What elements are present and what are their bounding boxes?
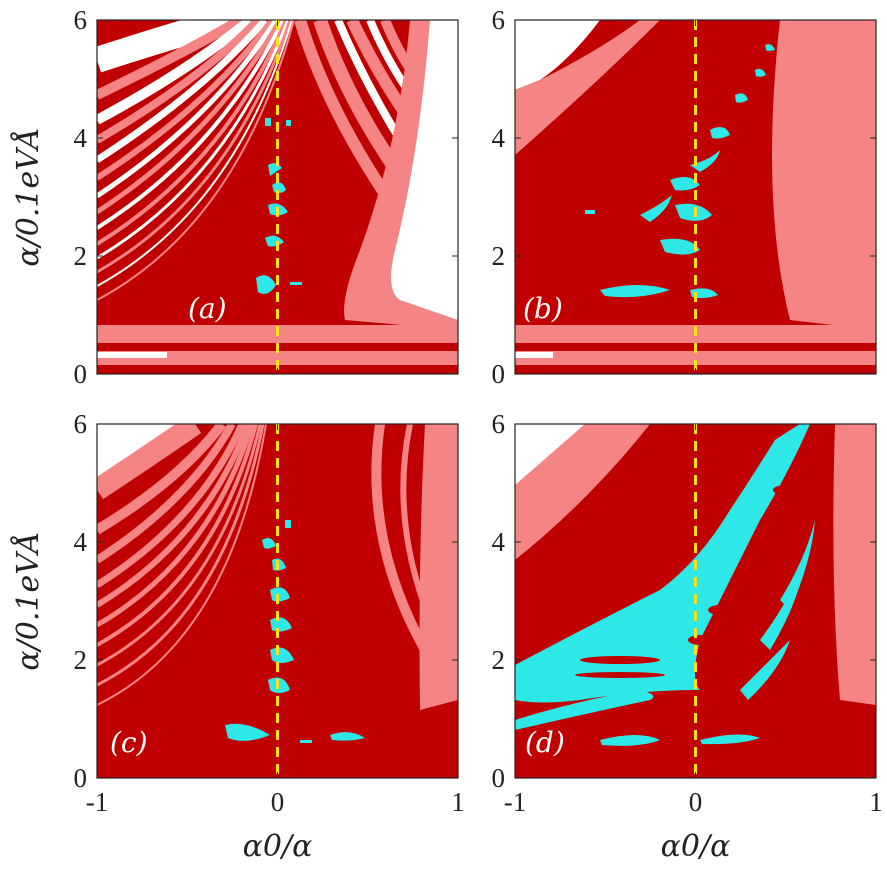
panel-c-xtick-label: 0 (271, 787, 285, 817)
panel-d: (d) (514, 423, 877, 779)
panel-b-label: (b) (523, 292, 563, 325)
panel-c-xtick-label: 1 (451, 787, 465, 817)
panel-d-ytick-label: 0 (492, 763, 506, 793)
panel-d-xlabel: α0/α (661, 829, 731, 864)
panel-b: (b) (514, 19, 877, 375)
panel-c-ytick-label: 2 (74, 645, 88, 675)
panel-a-ylabel: α/0.1eVÅ (10, 127, 46, 266)
panel-c: (c) (96, 423, 459, 779)
panel-a-ytick-label: 4 (74, 123, 88, 153)
panel-c-ylabel: α/0.1eVÅ (10, 531, 46, 670)
panel-d-xtick-label: -1 (504, 787, 527, 817)
panel-a-ytick-label: 2 (74, 241, 88, 271)
panel-d-ytick-label: 6 (492, 409, 506, 439)
panel-d-label: (d) (525, 726, 565, 759)
panel-d-xtick-label: 0 (689, 787, 703, 817)
panel-a: (a) (96, 19, 459, 375)
panel-d-ytick-label: 4 (492, 527, 506, 557)
panel-a-ytick-label: 6 (74, 5, 88, 35)
panel-b-ytick-label: 2 (492, 241, 506, 271)
panel-b-ytick-label: 0 (492, 359, 506, 389)
panel-c-xlabel: α0/α (243, 829, 313, 864)
panel-a-ytick-label: 0 (74, 359, 88, 389)
panel-d-xtick-label: 1 (869, 787, 883, 817)
panel-c-ytick-label: 0 (74, 763, 88, 793)
panel-c-label: (c) (110, 726, 148, 759)
panel-c-xtick-label: -1 (86, 787, 109, 817)
panel-d-ytick-label: 2 (492, 645, 506, 675)
panel-b-ytick-label: 6 (492, 5, 506, 35)
panel-b-ytick-label: 4 (492, 123, 506, 153)
panel-c-ytick-label: 6 (74, 409, 88, 439)
panel-a-label: (a) (188, 292, 227, 325)
panel-c-ytick-label: 4 (74, 527, 88, 557)
